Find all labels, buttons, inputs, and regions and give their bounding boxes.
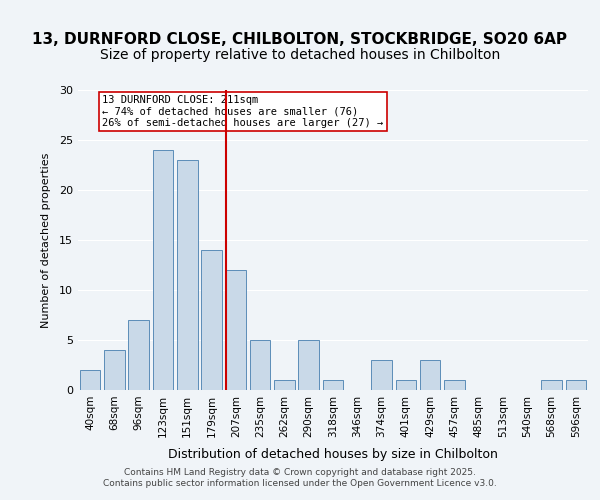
Bar — [541, 380, 562, 390]
Bar — [274, 380, 295, 390]
Bar — [177, 160, 197, 390]
Bar — [444, 380, 465, 390]
Bar — [201, 250, 222, 390]
Text: 13 DURNFORD CLOSE: 211sqm
← 74% of detached houses are smaller (76)
26% of semi-: 13 DURNFORD CLOSE: 211sqm ← 74% of detac… — [102, 95, 383, 128]
Bar — [226, 270, 246, 390]
Y-axis label: Number of detached properties: Number of detached properties — [41, 152, 50, 328]
Bar — [80, 370, 100, 390]
Bar — [395, 380, 416, 390]
Bar — [566, 380, 586, 390]
Bar — [371, 360, 392, 390]
Bar — [323, 380, 343, 390]
Text: Contains HM Land Registry data © Crown copyright and database right 2025.
Contai: Contains HM Land Registry data © Crown c… — [103, 468, 497, 487]
X-axis label: Distribution of detached houses by size in Chilbolton: Distribution of detached houses by size … — [168, 448, 498, 461]
Bar — [420, 360, 440, 390]
Bar — [152, 150, 173, 390]
Bar — [104, 350, 125, 390]
Text: 13, DURNFORD CLOSE, CHILBOLTON, STOCKBRIDGE, SO20 6AP: 13, DURNFORD CLOSE, CHILBOLTON, STOCKBRI… — [32, 32, 568, 48]
Text: Size of property relative to detached houses in Chilbolton: Size of property relative to detached ho… — [100, 48, 500, 62]
Bar — [250, 340, 271, 390]
Bar — [298, 340, 319, 390]
Bar — [128, 320, 149, 390]
